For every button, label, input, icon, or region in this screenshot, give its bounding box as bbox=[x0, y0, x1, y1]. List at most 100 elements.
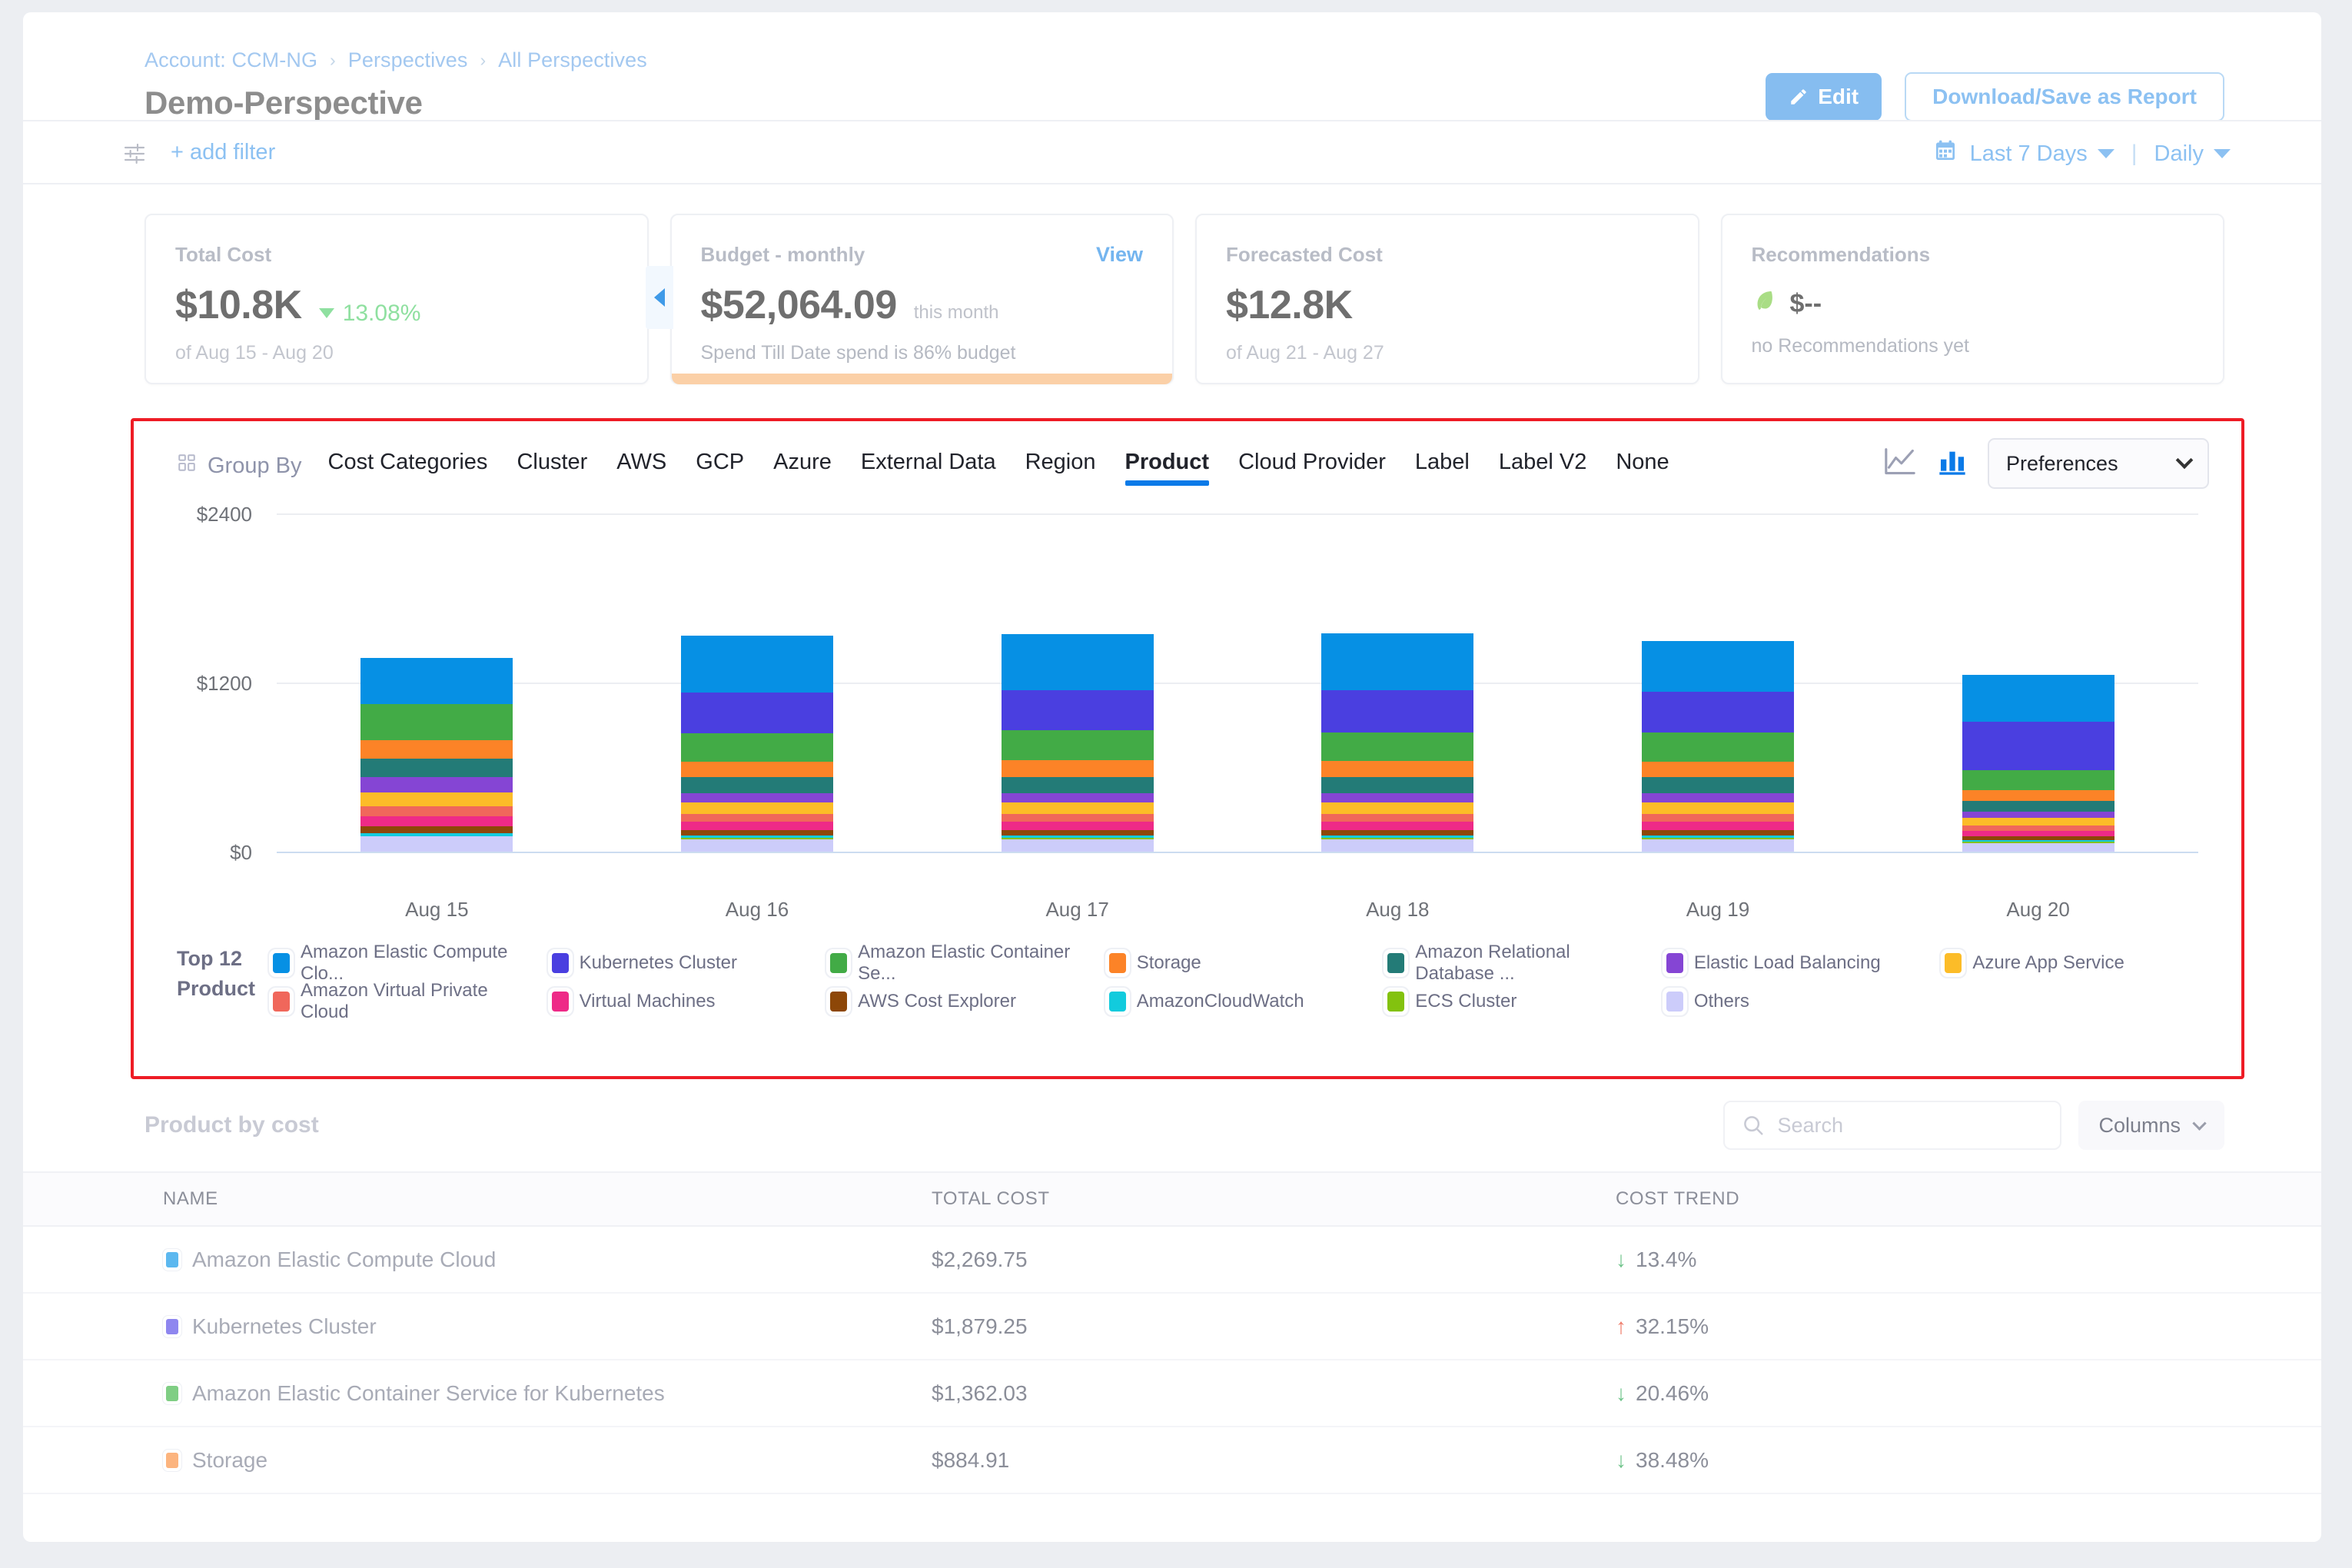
bar-segment[interactable] bbox=[1321, 689, 1474, 733]
table-row[interactable]: Storage $884.91 ↓ 38.48% bbox=[23, 1427, 2321, 1494]
tab-aws[interactable]: AWS bbox=[616, 449, 667, 474]
legend-item[interactable]: Amazon Elastic Compute Clo... bbox=[269, 942, 539, 984]
bar-segment[interactable] bbox=[1962, 843, 2114, 852]
bar-segment[interactable] bbox=[360, 832, 513, 836]
bar-segment[interactable] bbox=[1641, 640, 1794, 692]
bar-segment[interactable] bbox=[360, 826, 513, 833]
bar-segment[interactable] bbox=[1641, 691, 1794, 733]
tab-product[interactable]: Product bbox=[1125, 450, 1209, 486]
bar-segment[interactable] bbox=[360, 777, 513, 792]
bar-segment[interactable] bbox=[680, 636, 833, 693]
bar-segment[interactable] bbox=[1001, 839, 1154, 852]
bar-column[interactable] bbox=[680, 636, 833, 852]
bar-segment[interactable] bbox=[1962, 842, 2114, 843]
bar-column[interactable] bbox=[1962, 675, 2114, 852]
bar-segment[interactable] bbox=[1001, 830, 1154, 835]
bar-segment[interactable] bbox=[360, 835, 513, 852]
bar-segment[interactable] bbox=[1001, 689, 1154, 731]
table-row[interactable]: Amazon Elastic Compute Cloud $2,269.75 ↓ 13… bbox=[23, 1227, 2321, 1294]
legend-item[interactable]: Azure App Service bbox=[1941, 944, 2211, 982]
bar-segment[interactable] bbox=[1321, 776, 1474, 793]
bar-segment[interactable] bbox=[1962, 801, 2114, 812]
bar-segment[interactable] bbox=[1001, 730, 1154, 761]
legend-item[interactable]: Amazon Virtual Private Cloud bbox=[269, 980, 539, 1022]
bar-segment[interactable] bbox=[1001, 760, 1154, 777]
budget-prev-button[interactable] bbox=[645, 266, 673, 329]
tab-external-data[interactable]: External Data bbox=[860, 449, 996, 474]
bar-segment[interactable] bbox=[1962, 721, 2114, 770]
bar-segment[interactable] bbox=[1001, 822, 1154, 831]
column-header-cost-trend[interactable]: COST TREND bbox=[1616, 1188, 1740, 1209]
bar-segment[interactable] bbox=[680, 792, 833, 803]
legend-item[interactable]: Storage bbox=[1105, 944, 1375, 982]
bar-segment[interactable] bbox=[1641, 792, 1794, 803]
bar-segment[interactable] bbox=[1641, 830, 1794, 835]
line-chart-icon[interactable] bbox=[1883, 447, 1917, 481]
date-range-selector[interactable]: Last 7 Days bbox=[1970, 141, 2114, 167]
bar-segment[interactable] bbox=[680, 822, 833, 831]
tab-cloud-provider[interactable]: Cloud Provider bbox=[1238, 449, 1386, 474]
legend-item[interactable]: Amazon Elastic Container Se... bbox=[826, 942, 1096, 984]
legend-item[interactable]: ECS Cluster bbox=[1384, 982, 1653, 1021]
bar-segment[interactable] bbox=[1962, 839, 2114, 842]
bar-segment[interactable] bbox=[1962, 826, 2114, 831]
add-filter-button[interactable]: + add filter bbox=[171, 139, 276, 164]
bar-segment[interactable] bbox=[1321, 633, 1474, 690]
bar-segment[interactable] bbox=[680, 835, 833, 838]
bar-segment[interactable] bbox=[1321, 835, 1474, 838]
bar-segment[interactable] bbox=[1001, 835, 1154, 838]
tab-cost-categories[interactable]: Cost Categories bbox=[327, 449, 488, 474]
legend-item[interactable]: Amazon Relational Database ... bbox=[1384, 942, 1653, 984]
bar-segment[interactable] bbox=[1962, 830, 2114, 837]
bar-column[interactable] bbox=[1001, 634, 1154, 852]
bar-segment[interactable] bbox=[1321, 732, 1474, 762]
table-row[interactable]: Kubernetes Cluster $1,879.25 ↑ 32.15% bbox=[23, 1294, 2321, 1360]
table-row[interactable]: Amazon Elastic Container Service for Kub… bbox=[23, 1360, 2321, 1427]
columns-button[interactable]: Columns bbox=[2078, 1101, 2224, 1150]
bar-segment[interactable] bbox=[360, 816, 513, 826]
bar-segment[interactable] bbox=[1641, 732, 1794, 762]
bar-segment[interactable] bbox=[1641, 777, 1794, 793]
tab-cluster[interactable]: Cluster bbox=[517, 449, 588, 474]
tab-none[interactable]: None bbox=[1616, 449, 1669, 474]
tab-region[interactable]: Region bbox=[1025, 449, 1096, 474]
bar-segment[interactable] bbox=[360, 758, 513, 778]
bar-segment[interactable] bbox=[1962, 790, 2114, 802]
bar-column[interactable] bbox=[1641, 640, 1794, 852]
legend-item[interactable]: AmazonCloudWatch bbox=[1105, 982, 1375, 1021]
bar-segment[interactable] bbox=[1321, 792, 1474, 803]
search-box[interactable]: Search bbox=[1723, 1101, 2062, 1150]
bar-column[interactable] bbox=[1321, 633, 1474, 852]
bar-segment[interactable] bbox=[680, 830, 833, 835]
tab-azure[interactable]: Azure bbox=[773, 449, 832, 474]
bar-segment[interactable] bbox=[680, 839, 833, 852]
bar-segment[interactable] bbox=[1001, 802, 1154, 815]
bar-segment[interactable] bbox=[680, 802, 833, 815]
bar-segment[interactable] bbox=[1001, 792, 1154, 803]
bar-segment[interactable] bbox=[1641, 837, 1794, 840]
download-save-report-button[interactable]: Download/Save as Report bbox=[1905, 72, 2224, 121]
bar-segment[interactable] bbox=[1641, 762, 1794, 778]
bar-segment[interactable] bbox=[1321, 822, 1474, 831]
bar-segment[interactable] bbox=[1321, 837, 1474, 840]
bar-segment[interactable] bbox=[360, 806, 513, 816]
bar-segment[interactable] bbox=[1962, 811, 2114, 819]
bar-segment[interactable] bbox=[360, 704, 513, 740]
bar-segment[interactable] bbox=[1001, 634, 1154, 690]
bar-segment[interactable] bbox=[1001, 776, 1154, 793]
tab-label[interactable]: Label bbox=[1414, 449, 1470, 474]
bar-segment[interactable] bbox=[1321, 761, 1474, 777]
legend-item[interactable]: Others bbox=[1663, 982, 1932, 1021]
tab-gcp[interactable]: GCP bbox=[696, 449, 745, 474]
bar-segment[interactable] bbox=[680, 762, 833, 778]
preferences-select[interactable]: Preferences bbox=[1988, 438, 2209, 489]
bar-segment[interactable] bbox=[1962, 769, 2114, 791]
bar-segment[interactable] bbox=[1321, 839, 1474, 852]
bar-segment[interactable] bbox=[1001, 837, 1154, 840]
legend-item[interactable]: Kubernetes Cluster bbox=[548, 944, 818, 982]
bar-segment[interactable] bbox=[1962, 675, 2114, 722]
legend-item[interactable]: Virtual Machines bbox=[548, 982, 818, 1021]
bar-segment[interactable] bbox=[680, 777, 833, 793]
filter-sliders-icon[interactable] bbox=[121, 141, 148, 170]
bar-segment[interactable] bbox=[1641, 802, 1794, 815]
